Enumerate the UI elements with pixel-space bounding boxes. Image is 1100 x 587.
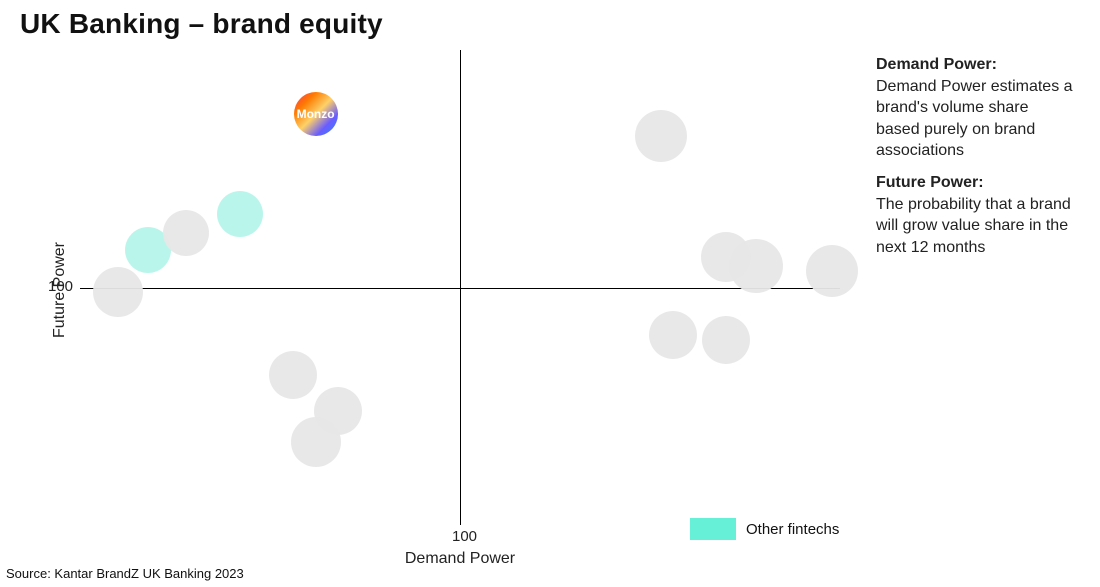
bubble-bank — [291, 417, 341, 467]
bubble-fintech — [217, 191, 263, 237]
bubble-bank — [806, 245, 858, 297]
x-axis-title: Demand Power — [405, 550, 515, 568]
y-axis-line — [460, 50, 461, 525]
scatter-plot: Monzo — [80, 50, 840, 525]
bubble-bank — [635, 110, 687, 162]
page-title: UK Banking – brand equity — [20, 8, 383, 40]
bubble-bank — [269, 351, 317, 399]
bubble-bank — [702, 316, 750, 364]
bubble-label-monzo: Monzo — [297, 107, 335, 121]
bubble-bank — [163, 210, 209, 256]
future-power-heading: Future Power: — [876, 174, 984, 191]
x-tick-label: 100 — [452, 528, 477, 545]
legend: Other fintechs — [690, 518, 839, 540]
bubble-bank — [729, 239, 783, 293]
bubble-bank — [649, 311, 697, 359]
y-tick-label: 100 — [48, 278, 73, 295]
legend-label: Other fintechs — [746, 521, 839, 538]
definitions-sidebar: Demand Power: Demand Power estimates a b… — [876, 54, 1076, 268]
demand-power-body: Demand Power estimates a brand's volume … — [876, 78, 1073, 160]
source-footnote: Source: Kantar BrandZ UK Banking 2023 — [6, 566, 244, 581]
legend-swatch — [690, 518, 736, 540]
demand-power-heading: Demand Power: — [876, 56, 997, 73]
bubble-bank — [93, 267, 143, 317]
future-power-body: The probability that a brand will grow v… — [876, 196, 1071, 256]
